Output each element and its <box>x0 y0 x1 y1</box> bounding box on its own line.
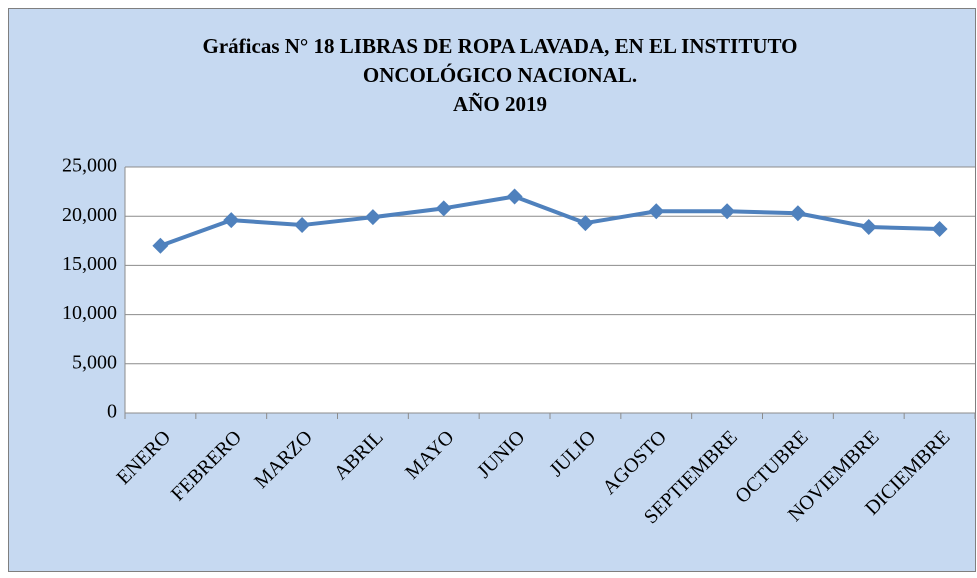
marker <box>789 205 806 222</box>
marker <box>719 203 736 220</box>
marker <box>577 215 594 232</box>
marker <box>294 217 311 234</box>
marker <box>506 188 523 205</box>
marker <box>223 212 240 229</box>
y-tick-label: 20,000 <box>62 204 117 226</box>
marker <box>931 220 948 237</box>
marker <box>152 237 169 254</box>
line-series <box>159 194 940 248</box>
marker <box>648 203 665 220</box>
plot-area <box>125 167 975 413</box>
chart-title: Gráficas N° 18 LIBRAS DE ROPA LAVADA, EN… <box>203 34 798 58</box>
y-tick-label: 10,000 <box>62 302 117 324</box>
marker <box>364 209 381 226</box>
y-tick-label: 5,000 <box>72 351 117 373</box>
marker <box>860 219 877 236</box>
y-tick-label: 25,000 <box>62 155 117 177</box>
y-tick-label: 0 <box>107 401 117 423</box>
y-tick-label: 15,000 <box>62 253 117 275</box>
chart-title: ONCOLÓGICO NACIONAL. <box>363 63 637 87</box>
marker <box>435 200 452 217</box>
chart-title: AÑO 2019 <box>453 92 547 116</box>
